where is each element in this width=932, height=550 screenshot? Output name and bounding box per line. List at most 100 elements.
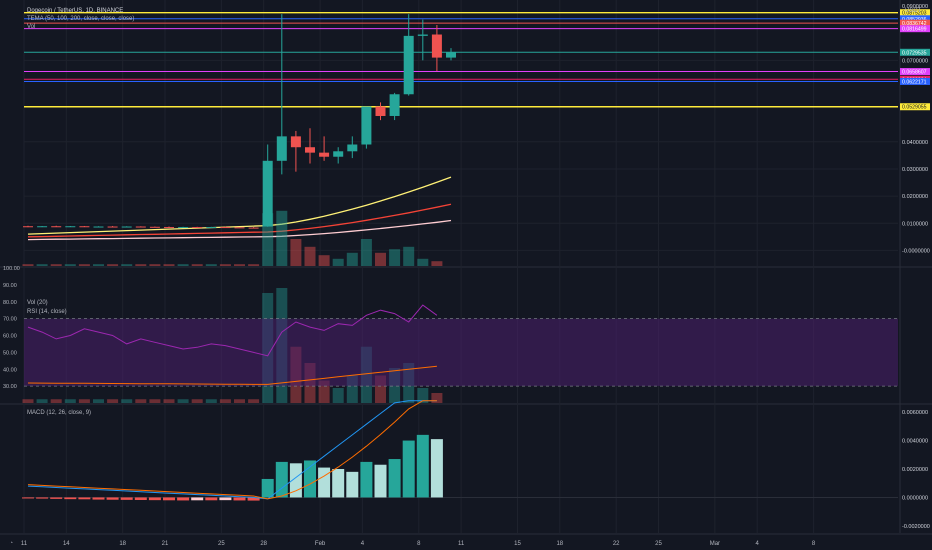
price-level-tag	[900, 103, 930, 111]
volume-bar	[78, 264, 90, 266]
volume-bar	[177, 264, 189, 266]
x-tick-label: 22	[613, 541, 620, 547]
volume-bar	[403, 246, 415, 266]
volume-pane-bar	[191, 399, 203, 403]
price-level-value: 0.0622171	[902, 79, 927, 85]
macd-histogram-bar	[388, 459, 401, 498]
price-level-tag	[900, 25, 930, 33]
vol-legend-main: Vol	[27, 24, 35, 30]
macd-histogram-bar	[430, 439, 443, 498]
candle-body	[51, 226, 62, 228]
price-tick-label: 0.0400000	[902, 140, 928, 146]
vol-pane-label: Vol (20)	[27, 300, 48, 306]
candle-body	[361, 106, 372, 145]
macd-pane-label: MACD (12, 26, close, 9)	[27, 410, 91, 416]
x-tick-label: 11	[21, 541, 28, 547]
price-level-tag	[900, 68, 930, 76]
candle-body	[121, 226, 132, 228]
macd-histogram-bar	[219, 497, 232, 501]
volume-pane-bar	[50, 399, 62, 403]
volume-bar	[64, 264, 76, 266]
candle-body	[220, 227, 231, 229]
horizontal-levels[interactable]: 0.08752030.08529360.08367420.08164990.07…	[24, 9, 930, 111]
candle-body	[149, 226, 160, 228]
volume-bar	[107, 264, 119, 266]
candle-body	[192, 227, 203, 229]
candle-body	[417, 34, 428, 36]
macd-histogram-bar	[22, 497, 34, 499]
volume-pane-bar	[135, 399, 147, 403]
candle-body	[37, 226, 48, 228]
candle-body	[431, 34, 442, 58]
candle-body	[23, 226, 33, 228]
macd-tick-label: 0.0000000	[902, 495, 928, 501]
candle-body	[403, 35, 414, 95]
candle-body	[248, 227, 259, 229]
rsi-tick-label: 60.00	[3, 334, 17, 340]
macd-histogram-bar	[275, 461, 288, 498]
candle-body	[79, 226, 90, 228]
price-level-tag	[900, 19, 930, 27]
axes: 11 14 18 21 25 28 Feb 4 8 11 15 18 22 25 Mar 4 8 -0.00000…	[21, 4, 930, 547]
macd-histogram-bar	[106, 497, 119, 500]
symbol-title: Dogecoin / TetherUS, 1D, BINANCE	[27, 8, 123, 14]
volume-bar	[22, 264, 34, 266]
volume-pane-bar	[417, 388, 429, 403]
macd-histogram-bar	[261, 478, 274, 498]
macd-histogram-bar	[360, 461, 373, 498]
volume-bar	[375, 252, 386, 266]
tema-line	[27, 219, 452, 241]
tema-legend: TEMA (50, 100, 200, close, close, close)	[27, 16, 134, 22]
rsi-tick-label: 70.00	[3, 317, 17, 323]
volume-bar	[234, 264, 245, 266]
price-tick-label: 0.0100000	[902, 221, 928, 227]
price-level-tag	[900, 77, 930, 85]
volume-pane-bar	[318, 380, 330, 403]
macd-histogram-bar	[36, 497, 49, 499]
tema-line	[27, 203, 452, 238]
tradingview-logo[interactable]: ◔	[9, 540, 13, 547]
macd-histogram-bar	[64, 497, 77, 500]
rsi-tick-label: 40.00	[3, 367, 17, 373]
tema-line	[27, 176, 452, 235]
volume-bar	[93, 264, 104, 266]
rsi-tick-label: 80.00	[3, 300, 17, 306]
macd-histogram-bar	[92, 497, 105, 500]
volume-bar	[36, 264, 48, 266]
volume-bar	[191, 264, 203, 266]
candle-body	[446, 52, 456, 58]
volume-bar	[205, 264, 217, 266]
grid	[0, 0, 932, 535]
volume-pane-bar	[22, 399, 34, 403]
volume-bar	[149, 264, 161, 266]
candle-body	[93, 226, 104, 228]
price-level-value: 0.0529055	[902, 105, 927, 111]
macd-signal-line	[27, 400, 437, 500]
candle-body	[164, 227, 174, 229]
volume-pane-bar	[93, 399, 104, 403]
candle-body	[107, 226, 118, 228]
rsi-tick-label: 30.00	[3, 384, 17, 390]
macd-tick-label: 0.0020000	[902, 467, 928, 473]
macd-histogram-bar	[163, 497, 175, 501]
macd-tick-label: 0.0040000	[902, 439, 928, 445]
volume-bar	[431, 261, 443, 266]
candle-body	[347, 144, 358, 152]
x-tick-label: 18	[119, 541, 126, 547]
volume-bar	[318, 255, 330, 266]
volume-pane-bar	[121, 399, 133, 403]
macd-tick-label: 0.0060000	[902, 410, 928, 416]
candles[interactable]	[23, 14, 456, 229]
x-tick-label: 15	[514, 541, 521, 547]
volume-pane-bar	[149, 399, 161, 403]
price-level-value: 0.0816499	[902, 27, 927, 33]
price-tick-label: -0.0000000	[902, 248, 930, 254]
candle-body	[135, 226, 146, 228]
volume-pane-bar	[205, 399, 217, 403]
macd-histogram-bar	[205, 497, 218, 501]
macd-histogram-bar	[247, 497, 260, 501]
x-tick-label: 4	[756, 541, 760, 547]
macd-histogram-bar	[332, 469, 345, 498]
